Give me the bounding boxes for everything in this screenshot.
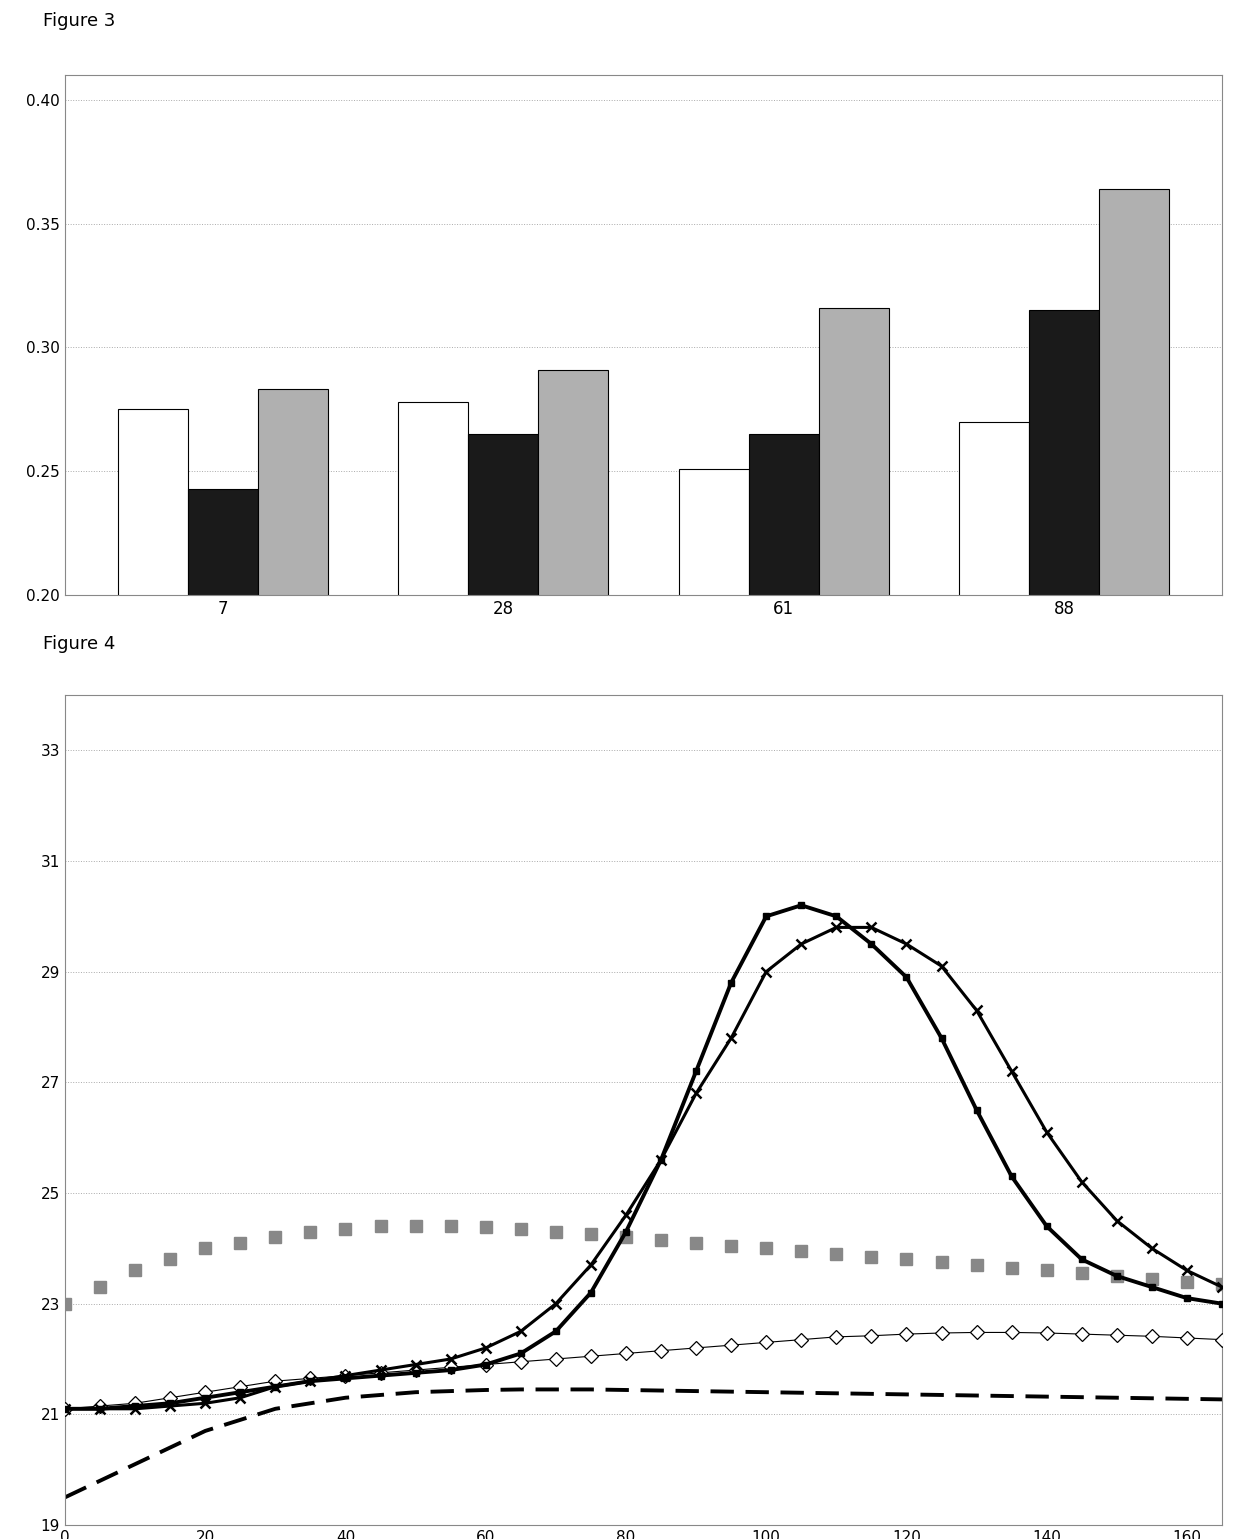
- Bar: [538, 369, 609, 1090]
- Bar: [749, 434, 818, 1090]
- Bar: [469, 434, 538, 1090]
- Text: Figure 4: Figure 4: [43, 636, 115, 653]
- Text: Figure 3: Figure 3: [43, 12, 115, 29]
- Bar: [818, 308, 889, 1090]
- Bar: [1029, 311, 1100, 1090]
- Bar: [959, 422, 1029, 1090]
- Bar: [678, 469, 749, 1090]
- Bar: [187, 488, 258, 1090]
- Bar: [398, 402, 469, 1090]
- Bar: [118, 409, 187, 1090]
- Bar: [258, 389, 327, 1090]
- Bar: [1100, 189, 1169, 1090]
